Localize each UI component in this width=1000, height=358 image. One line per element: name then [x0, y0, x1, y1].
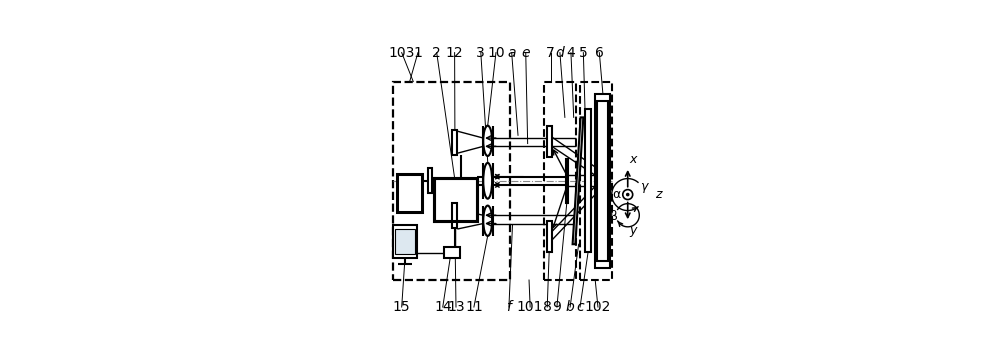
Ellipse shape [483, 205, 492, 236]
Text: 6: 6 [595, 45, 604, 60]
Text: y: y [629, 224, 637, 237]
Bar [452, 130, 457, 155]
Bar [434, 178, 477, 221]
Text: e: e [521, 45, 530, 60]
Text: 103: 103 [388, 45, 415, 60]
Bar [395, 229, 415, 254]
Text: 12: 12 [446, 45, 463, 60]
Text: d: d [556, 45, 564, 60]
Ellipse shape [483, 126, 492, 156]
Text: 9: 9 [552, 300, 561, 314]
Bar [547, 126, 552, 158]
Polygon shape [573, 117, 583, 244]
Bar [397, 174, 422, 213]
Text: 10: 10 [487, 45, 505, 60]
Text: 2: 2 [432, 45, 441, 60]
Text: z: z [655, 188, 662, 201]
Bar [428, 168, 432, 193]
Bar [585, 109, 591, 252]
Ellipse shape [483, 163, 492, 199]
Bar [452, 203, 457, 228]
Text: 5: 5 [579, 45, 588, 60]
Bar [444, 247, 460, 258]
Polygon shape [566, 159, 568, 203]
Bar [597, 101, 608, 261]
Bar [547, 221, 552, 252]
Polygon shape [434, 178, 477, 221]
Circle shape [627, 193, 629, 196]
Text: 101: 101 [517, 300, 543, 314]
Text: 102: 102 [585, 300, 611, 314]
Text: b: b [566, 300, 574, 314]
Text: 4: 4 [567, 45, 575, 60]
Text: x: x [629, 153, 637, 166]
Text: a: a [507, 45, 516, 60]
Bar [544, 82, 576, 280]
Text: 15: 15 [393, 300, 410, 314]
Bar [580, 82, 612, 280]
Bar [434, 178, 477, 221]
Text: c: c [576, 300, 584, 314]
Bar [393, 82, 510, 280]
Text: 1: 1 [414, 45, 422, 60]
Text: β: β [610, 210, 618, 223]
Text: γ: γ [640, 180, 647, 193]
Bar [393, 225, 417, 258]
Text: 3: 3 [476, 45, 485, 60]
Text: 8: 8 [543, 300, 552, 314]
Text: α: α [612, 188, 621, 200]
Text: 13: 13 [447, 300, 465, 314]
Text: f: f [506, 300, 511, 314]
Text: 7: 7 [546, 45, 555, 60]
Text: 11: 11 [465, 300, 483, 314]
Bar [595, 94, 610, 268]
Text: 14: 14 [434, 300, 452, 314]
